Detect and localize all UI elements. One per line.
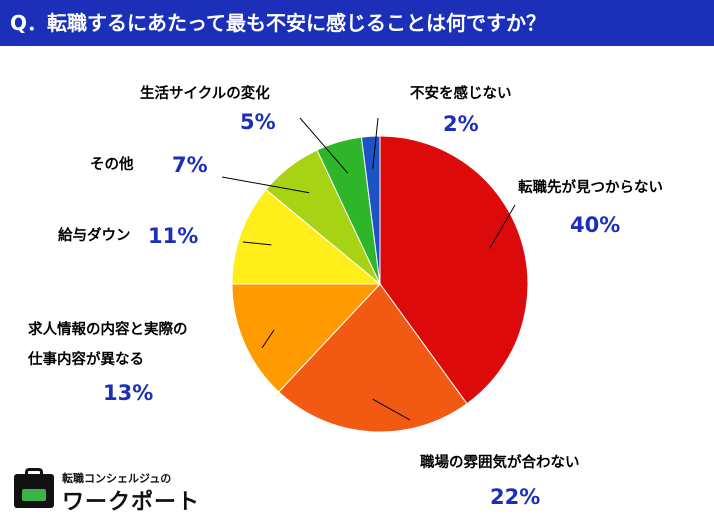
leader-line-kyuyo bbox=[242, 241, 272, 246]
briefcase-emblem bbox=[22, 489, 46, 501]
label-kyujin-line1: 求人情報の内容と実際の bbox=[28, 322, 188, 338]
label-tenshokusaki: 転職先が見つからない bbox=[518, 180, 663, 196]
value-label-kyujin: 13% bbox=[103, 381, 154, 405]
chart-title: Q．転職するにあたって最も不安に感じることは何ですか？ bbox=[0, 0, 714, 46]
leader-line-tenshokusaki bbox=[489, 204, 516, 249]
pie-slice-shokuba bbox=[277, 283, 468, 433]
pie-slice-tenshokusaki bbox=[379, 135, 529, 405]
pie-slice-kyuyo bbox=[231, 188, 382, 285]
value-label-fuan-nai: 2% bbox=[443, 112, 479, 136]
label-seikatsu: 生活サイクルの変化 bbox=[140, 86, 270, 102]
briefcase-icon bbox=[14, 474, 54, 508]
briefcase-handle-icon bbox=[25, 468, 43, 476]
workport-logo: 転職コンシェルジュの ワークポート bbox=[14, 468, 199, 515]
label-kyuyo: 給与ダウン bbox=[58, 228, 131, 244]
label-kyujin-line2: 仕事内容が異なる bbox=[28, 352, 144, 368]
value-label-shokuba: 22% bbox=[490, 485, 541, 509]
value-label-sonota: 7% bbox=[172, 153, 208, 177]
leader-line-kyujin bbox=[261, 329, 275, 349]
label-fuan-nai: 不安を感じない bbox=[410, 86, 512, 102]
value-label-kyuyo: 11% bbox=[148, 224, 199, 248]
pie-slice-kyujin bbox=[231, 283, 382, 393]
value-label-seikatsu: 5% bbox=[240, 110, 276, 134]
value-label-tenshokusaki: 40% bbox=[570, 213, 621, 237]
leader-line-sonota bbox=[221, 176, 310, 194]
leader-line-seikatsu bbox=[299, 117, 349, 174]
leader-line-fuan-nai bbox=[372, 117, 379, 169]
leader-line-shokuba bbox=[372, 398, 411, 421]
logo-tagline: 転職コンシェルジュの bbox=[62, 472, 172, 485]
label-sonota: その他 bbox=[90, 157, 134, 173]
label-shokuba: 職場の雰囲気が合わない bbox=[420, 455, 580, 471]
logo-wordmark: ワークポート bbox=[62, 490, 201, 515]
pie-slice-fuan-nai bbox=[360, 135, 381, 285]
